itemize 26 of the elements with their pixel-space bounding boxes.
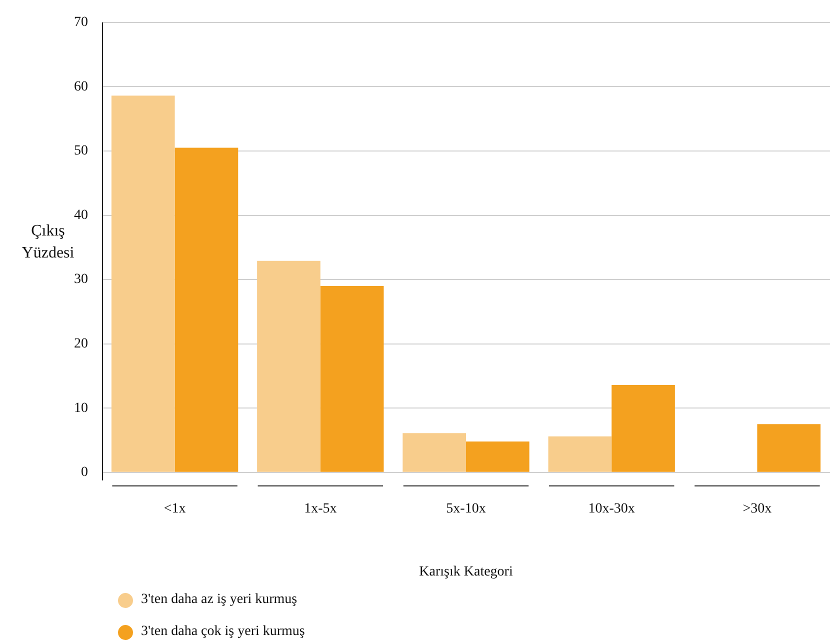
x-tick-label: 10x-30x bbox=[588, 501, 635, 516]
legend-label: 3'ten daha çok iş yeri kurmuş bbox=[141, 624, 305, 640]
bar bbox=[548, 436, 612, 472]
y-tick-label: 70 bbox=[74, 15, 88, 30]
x-tick-label: 5x-10x bbox=[446, 501, 486, 516]
bar bbox=[466, 442, 530, 472]
y-tick-label: 50 bbox=[74, 144, 88, 159]
bar bbox=[257, 260, 320, 472]
legend-label: 3'ten daha az iş yeri kurmuş bbox=[141, 592, 298, 608]
x-tick-label: >30x bbox=[742, 501, 772, 516]
x-tick-label: 1x-5x bbox=[304, 501, 337, 516]
y-tick-label: 10 bbox=[74, 400, 88, 416]
y-tick-label: 60 bbox=[74, 79, 88, 94]
bar bbox=[757, 424, 821, 472]
y-tick-label: 30 bbox=[74, 272, 88, 288]
y-tick-label: 40 bbox=[74, 208, 88, 223]
bar bbox=[320, 286, 384, 472]
y-tick-label: 20 bbox=[74, 336, 88, 352]
bar bbox=[402, 433, 466, 472]
x-axis-title: Karışık Kategori bbox=[419, 564, 513, 580]
y-axis-title: Çıkış Yüzdesi bbox=[22, 222, 75, 262]
y-tick-label: 0 bbox=[81, 465, 88, 480]
bar bbox=[111, 96, 175, 472]
x-tick-label: <1x bbox=[164, 501, 186, 516]
bar bbox=[174, 148, 238, 472]
bar bbox=[612, 384, 675, 472]
